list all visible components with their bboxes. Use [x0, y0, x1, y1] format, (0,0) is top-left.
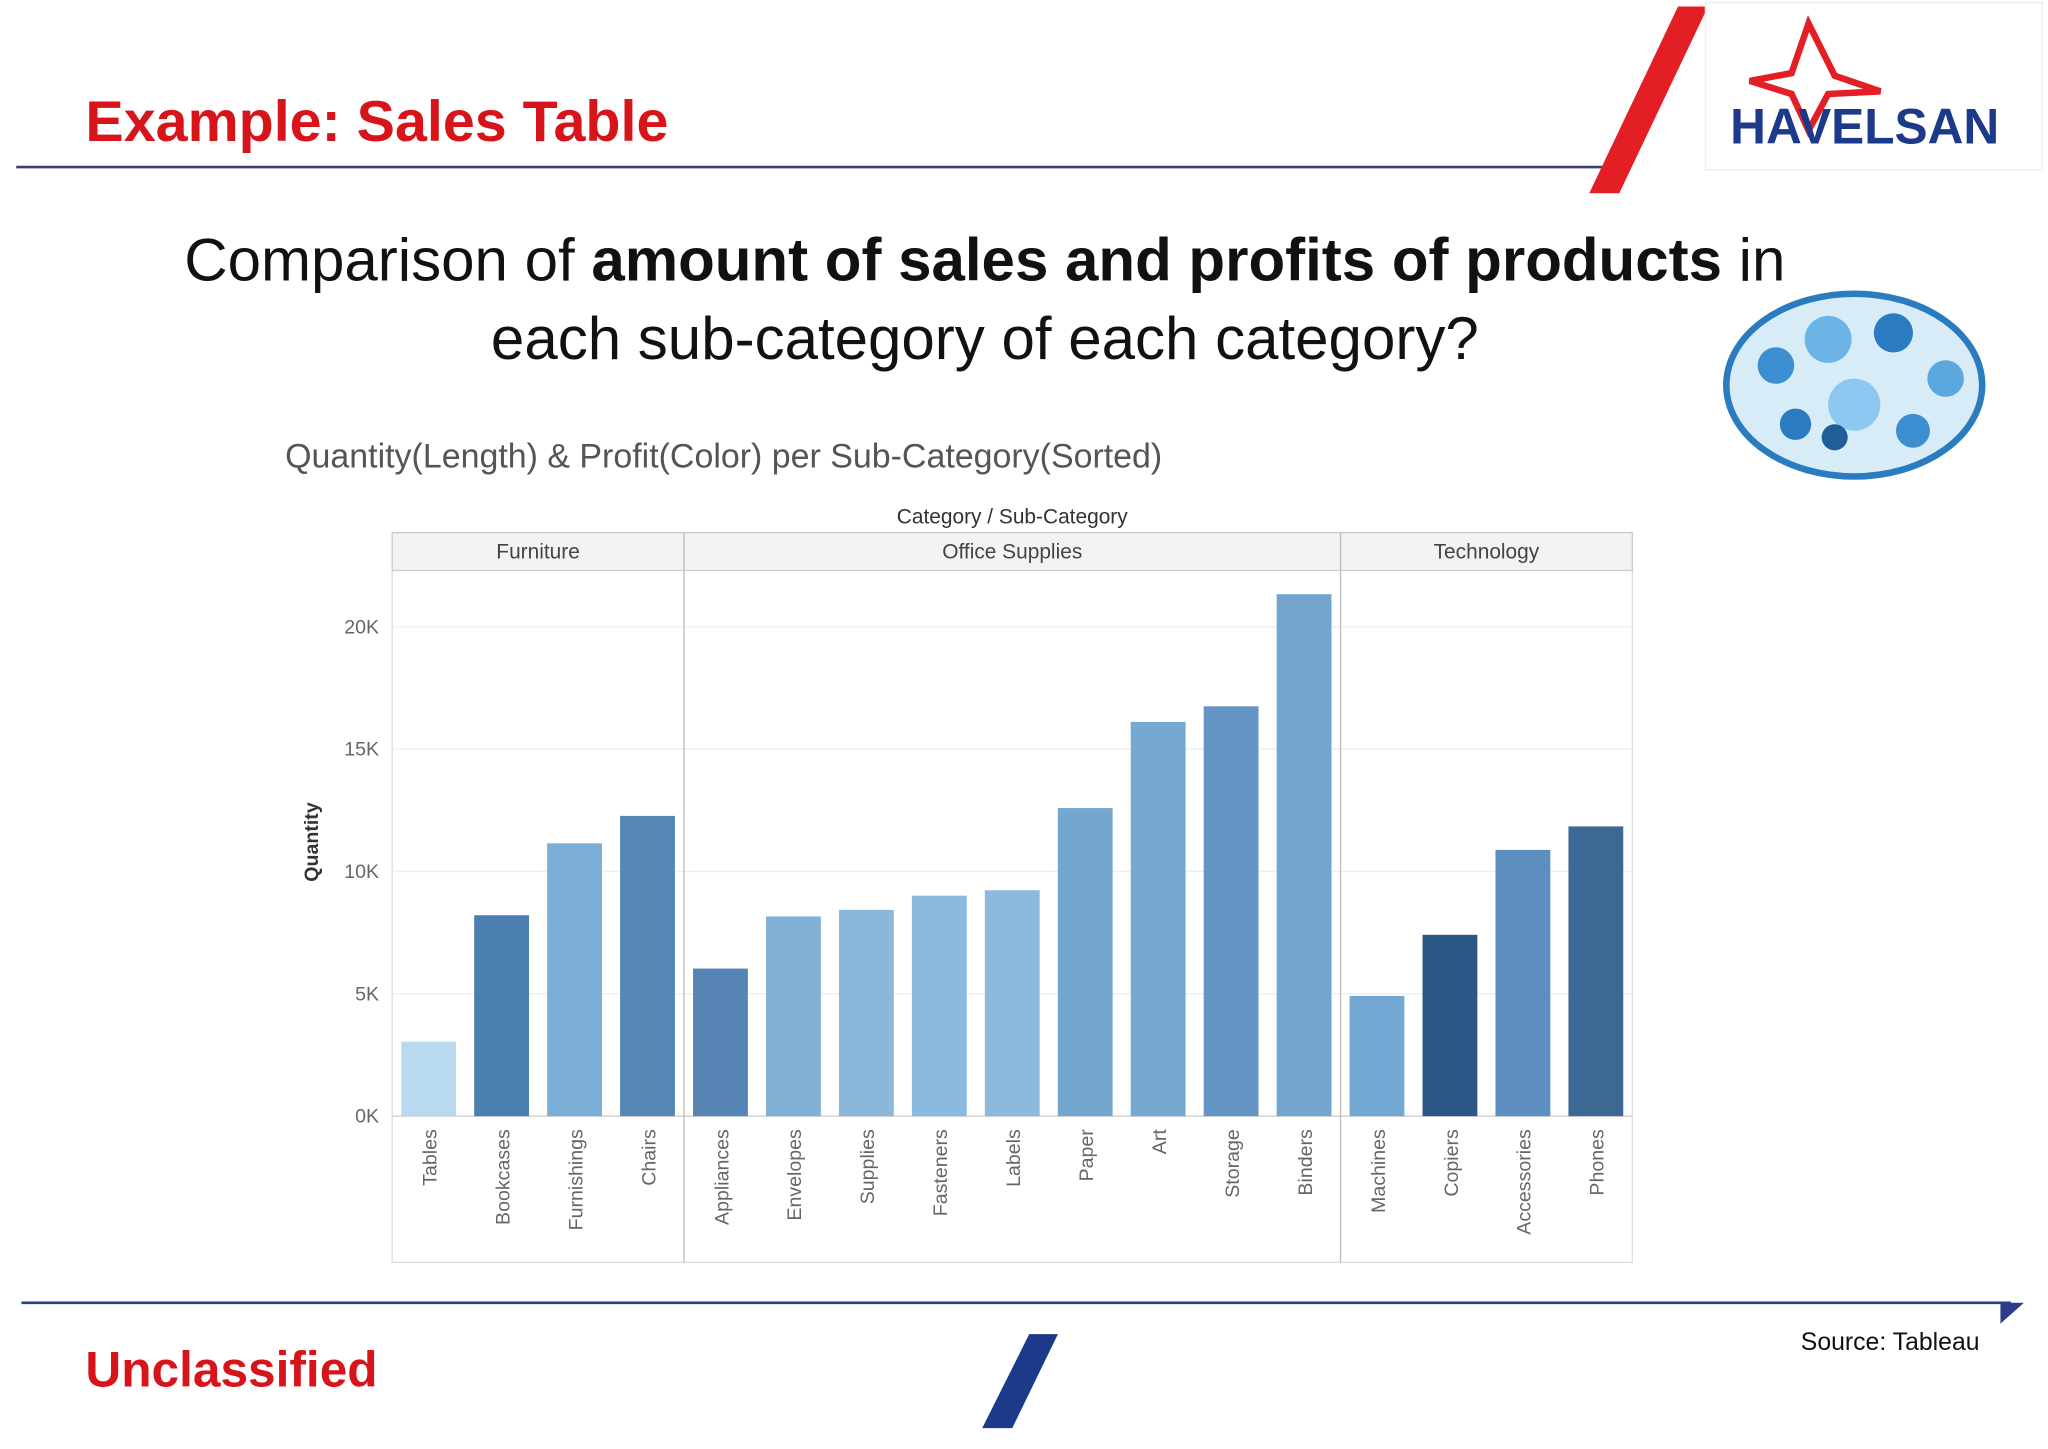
y-tick-label: 15K: [344, 739, 379, 761]
bar: [474, 915, 530, 1117]
bar: [911, 895, 967, 1117]
x-tick-label: Fasteners: [930, 1129, 952, 1216]
bar: [401, 1041, 457, 1117]
bar: [1568, 826, 1624, 1117]
bar: [1057, 808, 1113, 1117]
slide-title: Example: Sales Table: [85, 90, 668, 154]
group-label: Technology: [1434, 541, 1540, 564]
y-axis-title: Quantity: [301, 802, 323, 882]
chart: Quantity(Length) & Profit(Color) per Sub…: [285, 437, 1633, 1263]
logo-star: [1748, 15, 1882, 138]
footer-stripe: [982, 1334, 1058, 1429]
x-tick-label: Machines: [1368, 1129, 1390, 1213]
group-header-band: [391, 531, 1633, 572]
x-tick-label: Supplies: [857, 1129, 879, 1204]
footer-corner: [2000, 1302, 2024, 1324]
x-tick-label: Copiers: [1441, 1129, 1463, 1197]
x-tick-label: Accessories: [1514, 1129, 1536, 1235]
bar: [1495, 849, 1551, 1117]
y-tick-label: 20K: [344, 616, 379, 638]
source: Source: Tableau: [1801, 1329, 1980, 1356]
brain-icon: [1723, 290, 1986, 480]
bar: [1276, 594, 1332, 1117]
x-tick-label: Bookcases: [492, 1129, 514, 1225]
y-tick-label: 5K: [355, 983, 379, 1005]
bar: [1130, 721, 1186, 1117]
bar: [984, 890, 1040, 1117]
bar: [1349, 995, 1405, 1117]
bar: [547, 843, 602, 1117]
x-tick-label: Phones: [1587, 1129, 1609, 1196]
group-label: Office Supplies: [942, 541, 1082, 564]
x-axis-title: Category / Sub-Category: [897, 505, 1128, 528]
chart-title: Quantity(Length) & Profit(Color) per Sub…: [285, 437, 1162, 475]
heading-bold: amount of sales and profits of products: [591, 227, 1722, 294]
x-tick-label: Paper: [1076, 1129, 1098, 1182]
x-tick-label: Appliances: [711, 1129, 733, 1225]
x-tick-label: Envelopes: [784, 1129, 806, 1221]
x-tick-label: Labels: [1003, 1129, 1025, 1187]
bar: [765, 916, 821, 1117]
classification: Unclassified: [85, 1341, 377, 1397]
logo-text: HAVELSAN: [1730, 99, 1999, 155]
group-label: Furniture: [496, 541, 580, 564]
heading-part: in: [1722, 227, 1785, 294]
logo-stripe: [1589, 6, 1709, 194]
x-tick-label: Binders: [1295, 1129, 1317, 1196]
x-tick-label: Furnishings: [565, 1129, 587, 1230]
bar: [1422, 934, 1478, 1117]
bar: [620, 815, 675, 1117]
x-tick-label: Tables: [419, 1129, 441, 1186]
bar: [1203, 706, 1259, 1117]
x-tick-label: Art: [1149, 1129, 1171, 1155]
bar: [838, 909, 894, 1117]
heading-line: Comparison of amount of sales and profit…: [184, 227, 1785, 294]
x-tick-label: Chairs: [638, 1129, 660, 1186]
bar: [693, 968, 748, 1117]
y-tick-label: 10K: [344, 861, 379, 883]
heading-part: Comparison of: [184, 227, 591, 294]
heading-line: each sub-category of each category?: [491, 305, 1479, 372]
y-tick-label: 0K: [355, 1106, 379, 1128]
x-tick-label: Storage: [1222, 1129, 1244, 1198]
